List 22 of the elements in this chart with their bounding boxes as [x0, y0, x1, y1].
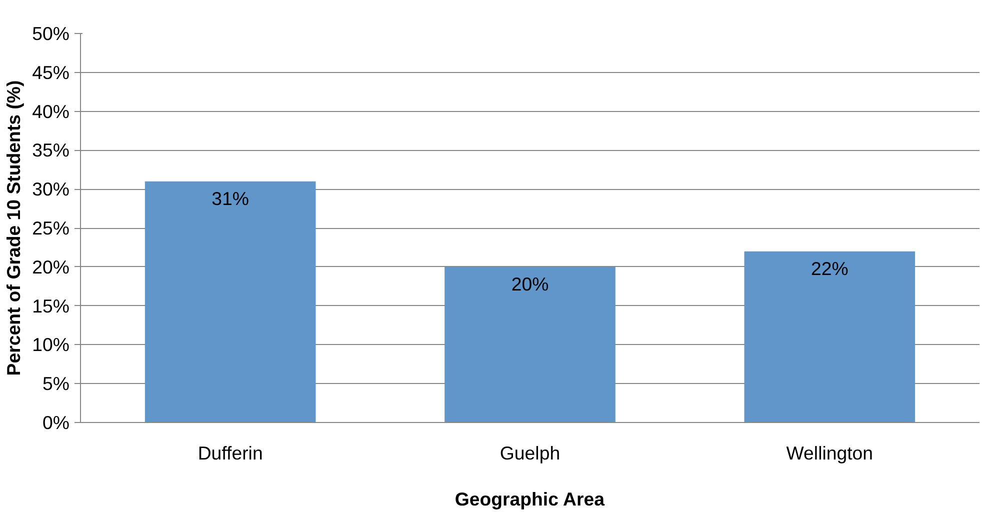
y-tick-label: 10% — [32, 334, 70, 356]
x-tick-label: Dufferin — [198, 442, 263, 464]
x-tick-label: Guelph — [500, 442, 560, 464]
y-tick-label: 25% — [32, 218, 70, 238]
x-axis-title: Geographic Area — [454, 488, 606, 510]
data-label: 20% — [511, 274, 549, 295]
bar — [744, 251, 916, 422]
y-axis-title: Percent of Grade 10 Students (%) — [3, 80, 24, 376]
y-tick-label: 20% — [32, 256, 70, 278]
data-label: 31% — [212, 188, 250, 209]
bar — [444, 266, 616, 422]
y-tick-label: 50% — [32, 23, 70, 44]
y-tick-label: 5% — [42, 373, 70, 394]
y-tick-label: 45% — [32, 62, 70, 83]
x-tick-label: Wellington — [786, 442, 874, 464]
y-tick-label: 35% — [32, 140, 70, 161]
bar — [144, 181, 316, 422]
y-tick-label: 40% — [32, 100, 70, 122]
y-tick-label: 30% — [32, 178, 70, 200]
y-tick-label: 0% — [42, 412, 70, 433]
y-tick-label: 15% — [32, 295, 70, 316]
data-label: 22% — [810, 258, 848, 279]
